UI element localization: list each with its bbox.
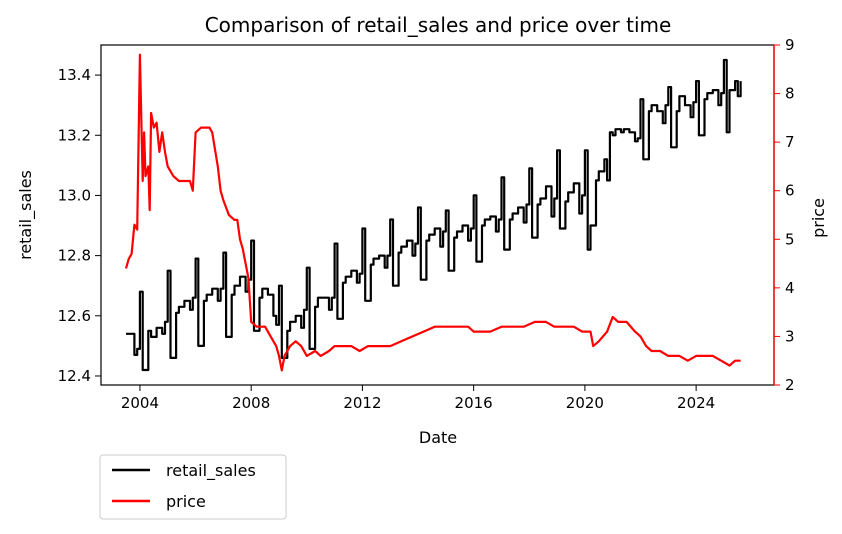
y-right-tick-label: 2 [785,376,795,394]
y-right-axis: 2 3 4 5 6 7 8 9 [773,36,795,394]
y-right-tick-label: 9 [785,36,795,54]
x-tick-label: 2008 [232,394,270,412]
y-left-tick-label: 12.6 [58,307,91,325]
y-left-tick-label: 12.8 [58,247,91,265]
plot-area [100,44,775,386]
x-tick-label: 2012 [343,394,381,412]
chart-title: Comparison of retail_sales and price ove… [205,13,672,37]
y-left-tick-label: 13.4 [58,66,91,84]
plot-frame [100,44,775,386]
y-left-tick-label: 12.4 [58,367,91,385]
series-line-price [124,53,741,372]
legend-label-retail-sales: retail_sales [166,461,256,481]
x-tick-label: 2020 [566,394,604,412]
series-line-retail-sales [126,58,742,372]
y-right-tick-label: 7 [785,133,795,151]
y-left-axis-label: retail_sales [16,170,36,260]
x-axis: 2004 2008 2012 2016 2020 2024 [121,385,715,412]
series-layer [124,53,742,372]
x-tick-label: 2024 [677,394,715,412]
x-tick-label: 2004 [121,394,159,412]
y-right-tick-label: 4 [785,279,795,297]
y-left-tick-label: 13.0 [58,186,91,204]
legend: retail_sales price [99,454,287,520]
y-left-tick-label: 13.2 [58,126,91,144]
y-right-axis-label: price [809,198,828,238]
x-tick-label: 2016 [455,394,493,412]
y-left-axis: 12.4 12.6 12.8 13.0 13.2 13.4 [58,66,101,385]
y-right-tick-label: 5 [785,230,795,248]
y-right-tick-label: 3 [785,327,795,345]
y-right-tick-label: 6 [785,182,795,200]
y-right-tick-label: 8 [785,85,795,103]
x-axis-label: Date [419,428,457,447]
legend-label-price: price [166,492,206,511]
